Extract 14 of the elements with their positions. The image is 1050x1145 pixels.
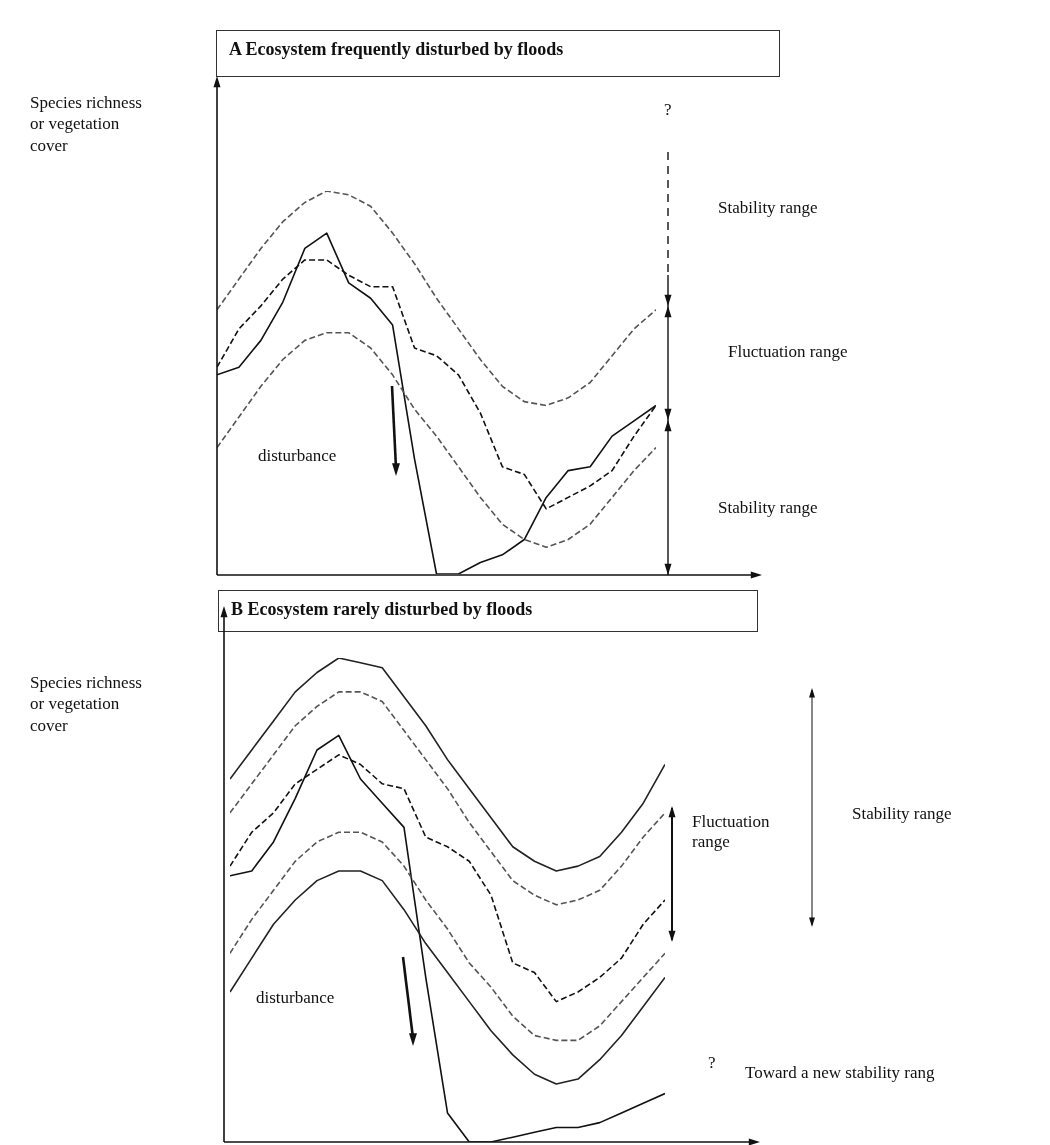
y-axis-title: Species richness or vegetation cover — [30, 672, 142, 736]
text: Stability range — [718, 198, 818, 219]
text: Stability range — [718, 498, 818, 519]
annotation: disturbance — [258, 446, 337, 467]
annotation: disturbance — [256, 988, 335, 1009]
text: Fluctuation range — [692, 812, 771, 853]
text: Fluctuation range — [728, 342, 848, 363]
text: Toward a new stability rang — [745, 1063, 935, 1084]
text: ? — [664, 100, 672, 121]
chart-title: A Ecosystem frequently disturbed by floods — [216, 30, 780, 77]
y-axis-title: Species richness or vegetation cover — [30, 92, 142, 156]
chart-title: B Ecosystem rarely disturbed by floods — [218, 590, 758, 632]
text: ? — [708, 1053, 716, 1074]
text: Stability range — [852, 804, 952, 825]
